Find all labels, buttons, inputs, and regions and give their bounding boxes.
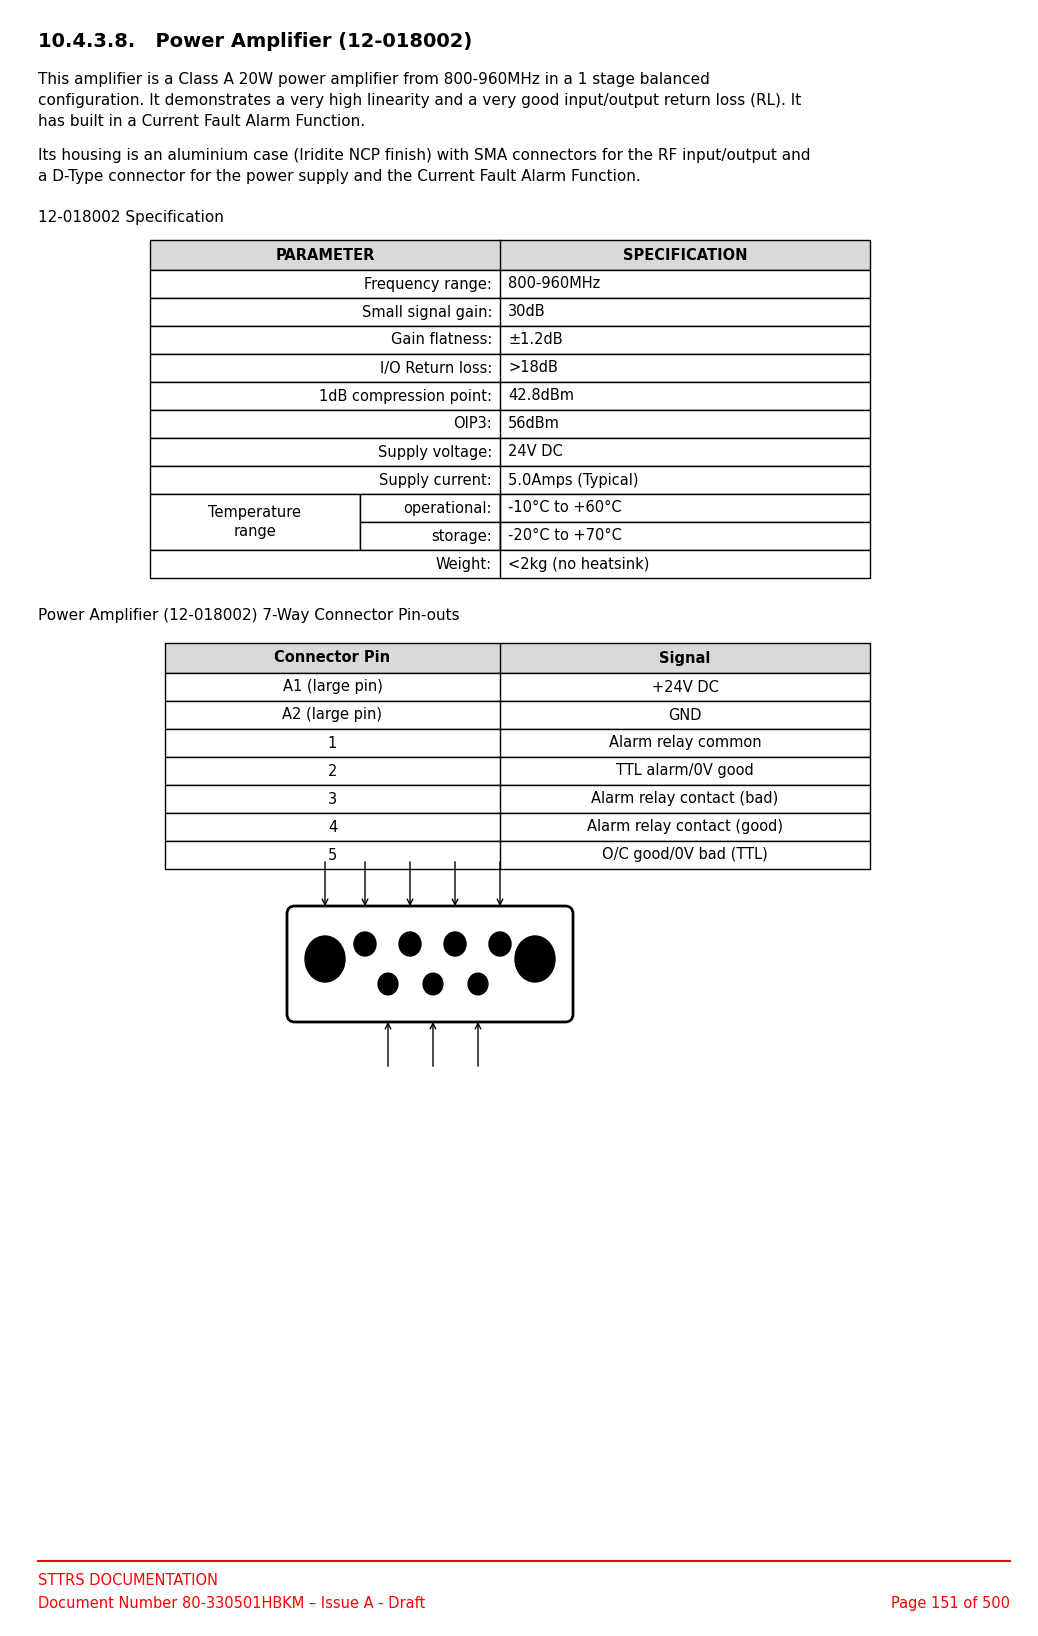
Ellipse shape — [378, 973, 398, 995]
Bar — [165, 841, 870, 869]
Text: 56dBm: 56dBm — [508, 417, 559, 432]
Ellipse shape — [424, 973, 443, 995]
Bar — [500, 522, 870, 550]
Text: Its housing is an aluminium case (Iridite NCP finish) with SMA connectors for th: Its housing is an aluminium case (Iridit… — [38, 147, 811, 183]
Text: OIP3:: OIP3: — [454, 417, 492, 432]
Text: PARAMETER: PARAMETER — [275, 247, 375, 262]
Text: A1 (large pin): A1 (large pin) — [282, 679, 382, 695]
Text: GND: GND — [668, 707, 702, 723]
Text: STTRS DOCUMENTATION: STTRS DOCUMENTATION — [38, 1572, 218, 1589]
Text: Signal: Signal — [659, 651, 711, 666]
Text: 30dB: 30dB — [508, 304, 546, 319]
Text: 42.8dBm: 42.8dBm — [508, 388, 574, 404]
Text: Alarm relay contact (bad): Alarm relay contact (bad) — [592, 792, 778, 807]
Text: SPECIFICATION: SPECIFICATION — [623, 247, 747, 262]
Ellipse shape — [354, 933, 376, 955]
Text: Power Amplifier (12-018002) 7-Way Connector Pin-outs: Power Amplifier (12-018002) 7-Way Connec… — [38, 609, 460, 623]
Text: 5.0Amps (Typical): 5.0Amps (Typical) — [508, 473, 638, 488]
Text: Alarm relay common: Alarm relay common — [608, 736, 761, 751]
Bar — [151, 240, 870, 270]
Bar — [151, 326, 870, 353]
Text: operational:: operational: — [404, 501, 492, 515]
Bar — [360, 522, 500, 550]
Bar — [165, 813, 870, 841]
Bar — [360, 494, 500, 522]
Bar — [151, 270, 870, 298]
Text: <2kg (no heatsink): <2kg (no heatsink) — [508, 556, 650, 571]
Text: Alarm relay contact (good): Alarm relay contact (good) — [588, 820, 783, 834]
Text: ±1.2dB: ±1.2dB — [508, 332, 563, 347]
Bar — [151, 298, 870, 326]
Text: 4: 4 — [328, 820, 337, 834]
Text: Supply voltage:: Supply voltage: — [378, 445, 492, 460]
Text: 1dB compression point:: 1dB compression point: — [319, 388, 492, 404]
Text: +24V DC: +24V DC — [652, 679, 718, 695]
Text: I/O Return loss:: I/O Return loss: — [380, 360, 492, 376]
Bar — [151, 438, 870, 466]
Text: Frequency range:: Frequency range: — [364, 276, 492, 291]
Ellipse shape — [399, 933, 421, 955]
Bar — [151, 353, 870, 381]
Bar — [151, 411, 870, 438]
Text: Gain flatness:: Gain flatness: — [390, 332, 492, 347]
Bar — [165, 757, 870, 785]
Text: -20°C to +70°C: -20°C to +70°C — [508, 528, 622, 543]
Bar — [165, 672, 870, 700]
Text: Temperature
range: Temperature range — [209, 504, 301, 540]
Text: 3: 3 — [328, 792, 337, 807]
Text: O/C good/0V bad (TTL): O/C good/0V bad (TTL) — [602, 847, 768, 862]
Ellipse shape — [468, 973, 488, 995]
Text: 800-960MHz: 800-960MHz — [508, 276, 600, 291]
Ellipse shape — [489, 933, 511, 955]
Text: storage:: storage: — [431, 528, 492, 543]
Bar — [151, 381, 870, 411]
Text: -10°C to +60°C: -10°C to +60°C — [508, 501, 622, 515]
Bar — [500, 494, 870, 522]
Bar — [165, 730, 870, 757]
Text: 5: 5 — [328, 847, 337, 862]
Bar — [151, 466, 870, 494]
Text: Supply current:: Supply current: — [379, 473, 492, 488]
Ellipse shape — [305, 936, 345, 982]
Text: 1: 1 — [328, 736, 337, 751]
Text: Small signal gain:: Small signal gain: — [361, 304, 492, 319]
Text: A2 (large pin): A2 (large pin) — [282, 707, 382, 723]
Bar — [151, 494, 360, 550]
Text: TTL alarm/0V good: TTL alarm/0V good — [617, 764, 754, 779]
Text: 10.4.3.8.   Power Amplifier (12-018002): 10.4.3.8. Power Amplifier (12-018002) — [38, 33, 472, 51]
Text: 2: 2 — [328, 764, 337, 779]
Bar — [165, 700, 870, 730]
Bar — [165, 785, 870, 813]
Text: >18dB: >18dB — [508, 360, 557, 376]
Ellipse shape — [515, 936, 555, 982]
Text: Document Number 80-330501HBKM – Issue A - Draft: Document Number 80-330501HBKM – Issue A … — [38, 1597, 426, 1611]
Text: 12-018002 Specification: 12-018002 Specification — [38, 209, 224, 226]
Bar — [151, 550, 870, 578]
FancyBboxPatch shape — [286, 906, 573, 1022]
Text: This amplifier is a Class A 20W power amplifier from 800-960MHz in a 1 stage bal: This amplifier is a Class A 20W power am… — [38, 72, 801, 129]
Ellipse shape — [444, 933, 466, 955]
Text: Weight:: Weight: — [436, 556, 492, 571]
Text: Connector Pin: Connector Pin — [274, 651, 390, 666]
Bar — [165, 643, 870, 672]
Text: Page 151 of 500: Page 151 of 500 — [891, 1597, 1010, 1611]
Text: 24V DC: 24V DC — [508, 445, 563, 460]
